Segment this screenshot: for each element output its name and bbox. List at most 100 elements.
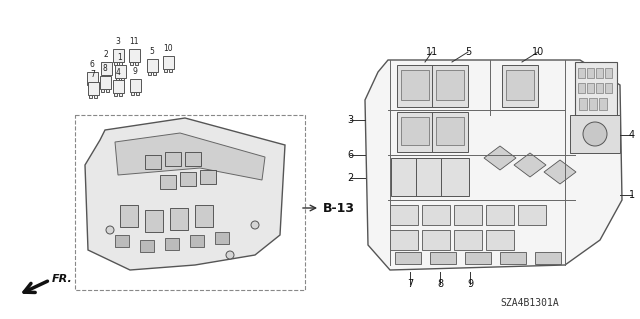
Bar	[185, 152, 201, 166]
Bar	[596, 68, 603, 78]
Text: 3: 3	[116, 37, 120, 46]
Text: 9: 9	[132, 67, 138, 76]
Text: 1: 1	[629, 190, 635, 200]
Bar	[436, 70, 464, 100]
Bar	[190, 235, 204, 247]
Circle shape	[106, 226, 114, 234]
Bar	[401, 117, 429, 145]
Bar	[86, 71, 97, 85]
Bar	[454, 205, 482, 225]
Bar	[605, 83, 612, 93]
Bar	[432, 112, 468, 152]
Text: 10: 10	[532, 47, 544, 57]
Text: 4: 4	[116, 68, 120, 77]
Bar	[114, 62, 117, 65]
Bar	[486, 230, 514, 250]
Text: 11: 11	[426, 47, 438, 57]
Text: 3: 3	[347, 115, 353, 125]
Bar	[422, 205, 450, 225]
Bar	[578, 68, 585, 78]
Bar	[94, 94, 97, 98]
Polygon shape	[544, 160, 576, 184]
Bar	[140, 240, 154, 252]
Bar	[430, 252, 456, 264]
Bar	[115, 235, 129, 247]
Bar	[100, 62, 111, 75]
Polygon shape	[514, 153, 546, 177]
Bar	[390, 205, 418, 225]
Bar	[390, 230, 418, 250]
Bar	[454, 230, 482, 250]
Bar	[195, 205, 213, 227]
Bar	[113, 79, 124, 93]
Bar	[113, 48, 124, 62]
Polygon shape	[115, 133, 265, 180]
Bar	[160, 175, 176, 189]
Text: 10: 10	[163, 44, 173, 53]
Bar	[145, 155, 161, 169]
Bar	[579, 98, 587, 110]
Text: 6: 6	[347, 150, 353, 160]
Text: 7: 7	[91, 70, 95, 79]
Polygon shape	[484, 146, 516, 170]
Bar	[102, 75, 105, 78]
Polygon shape	[365, 60, 622, 270]
Text: 9: 9	[467, 279, 473, 289]
Bar	[605, 68, 612, 78]
Text: 6: 6	[90, 60, 95, 69]
Bar	[502, 65, 538, 107]
Bar	[106, 88, 109, 92]
Bar	[99, 76, 111, 88]
Bar	[101, 88, 104, 92]
Text: 5: 5	[465, 47, 471, 57]
Bar	[465, 252, 491, 264]
Bar	[518, 205, 546, 225]
Bar	[136, 92, 139, 95]
Bar	[165, 152, 181, 166]
Text: 7: 7	[407, 279, 413, 289]
Bar	[107, 75, 110, 78]
Bar	[147, 58, 157, 71]
Bar	[570, 115, 620, 153]
Bar	[215, 232, 229, 244]
Bar	[145, 210, 163, 232]
Text: 2: 2	[347, 173, 353, 183]
Bar	[93, 85, 96, 88]
Bar	[75, 115, 305, 290]
Bar	[395, 252, 421, 264]
Bar	[401, 70, 429, 100]
Text: FR.: FR.	[52, 274, 73, 284]
Bar	[436, 117, 464, 145]
Bar	[200, 170, 216, 184]
Bar	[119, 93, 122, 96]
Bar	[119, 62, 122, 65]
Bar	[587, 83, 594, 93]
Bar	[506, 70, 534, 100]
Circle shape	[583, 122, 607, 146]
Bar	[397, 65, 433, 107]
Bar	[130, 62, 133, 65]
Bar	[391, 158, 419, 196]
Bar	[88, 81, 99, 94]
Bar	[416, 158, 444, 196]
Bar	[129, 78, 141, 92]
Bar	[131, 92, 134, 95]
Bar	[397, 112, 433, 152]
Text: SZA4B1301A: SZA4B1301A	[500, 298, 559, 308]
Bar	[135, 62, 138, 65]
Bar	[575, 62, 617, 117]
Bar	[165, 238, 179, 250]
Bar	[114, 93, 117, 96]
Bar	[115, 64, 125, 78]
Bar	[500, 252, 526, 264]
Bar	[578, 83, 585, 93]
Bar	[153, 71, 156, 75]
Bar	[129, 48, 140, 62]
Text: 11: 11	[129, 37, 139, 46]
Bar	[169, 69, 172, 72]
Circle shape	[251, 221, 259, 229]
Bar	[148, 71, 151, 75]
Polygon shape	[85, 118, 285, 270]
Text: 8: 8	[437, 279, 443, 289]
Bar	[89, 94, 92, 98]
